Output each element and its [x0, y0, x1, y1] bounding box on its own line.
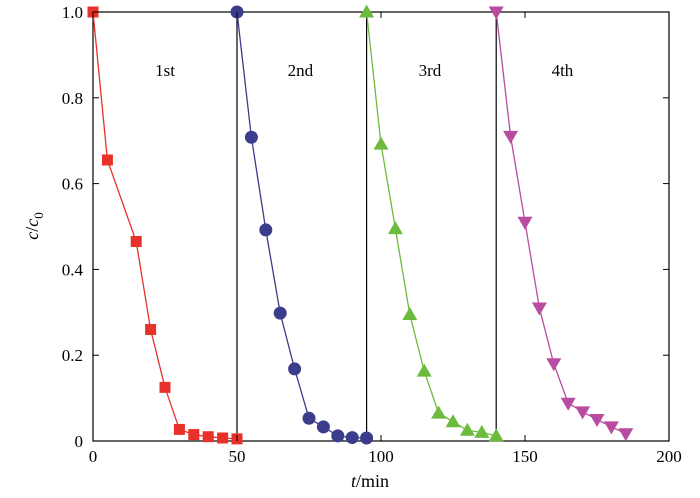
data-point	[101, 154, 113, 166]
y-axis-label: c/c0	[22, 212, 46, 240]
data-point	[244, 130, 258, 144]
data-point	[531, 302, 547, 316]
data-point	[387, 221, 403, 235]
data-point	[302, 411, 316, 425]
data-point	[360, 431, 374, 445]
data-point	[546, 358, 562, 372]
data-point	[188, 429, 200, 441]
data-point	[603, 421, 619, 435]
run-label: 4th	[552, 61, 574, 80]
y-tick-label: 1.0	[62, 3, 83, 22]
data-point	[517, 216, 533, 230]
series-group	[87, 4, 634, 445]
run-label: 2nd	[288, 61, 314, 80]
data-point	[459, 422, 475, 436]
series-triangle-down	[488, 6, 634, 442]
data-point	[488, 428, 504, 442]
y-tick-label: 0.6	[62, 175, 83, 194]
y-tick-label: 0	[75, 432, 84, 451]
axis-ticks: 0 50 100 150 200 0 0.2 0.4 0.6 0.8 1.0	[62, 3, 682, 466]
data-point	[445, 414, 461, 428]
data-point	[173, 423, 185, 435]
data-point	[589, 414, 605, 428]
series-line	[92, 11, 238, 440]
data-point	[331, 429, 345, 443]
series-line	[365, 11, 497, 437]
data-point	[416, 363, 432, 377]
data-point	[503, 130, 519, 144]
data-point	[618, 428, 634, 442]
data-point	[373, 136, 389, 150]
data-point	[359, 4, 375, 18]
data-point	[273, 306, 287, 320]
series-circle	[230, 5, 374, 445]
run-label: 1st	[155, 61, 175, 80]
series-triangle-up	[359, 4, 504, 442]
data-point	[145, 323, 157, 335]
data-point	[402, 306, 418, 320]
y-tick-label: 0.2	[62, 346, 83, 365]
plot-border	[92, 11, 670, 442]
data-point	[316, 420, 330, 434]
y-tick-label: 0.4	[62, 260, 84, 279]
data-point	[575, 406, 591, 420]
y-tick-label: 0.8	[62, 89, 83, 108]
series-line	[236, 11, 367, 439]
data-point	[345, 431, 359, 445]
x-tick-label: 150	[512, 447, 538, 466]
x-axis-label: t/min	[351, 471, 389, 491]
data-point	[217, 432, 229, 444]
run-label: 3rd	[419, 61, 442, 80]
series-line	[495, 11, 627, 435]
data-point	[202, 431, 214, 443]
data-point	[474, 424, 490, 438]
data-point	[259, 223, 273, 237]
data-point	[560, 397, 576, 411]
data-point	[130, 236, 142, 248]
x-tick-label: 50	[229, 447, 246, 466]
run-dividers	[236, 12, 497, 441]
run-labels: 1st 2nd 3rd 4th	[155, 61, 574, 80]
data-point	[488, 6, 504, 20]
plot-frame	[92, 11, 670, 442]
data-point	[159, 381, 171, 393]
data-point	[431, 405, 447, 419]
data-point	[288, 362, 302, 376]
x-tick-label: 0	[89, 447, 98, 466]
x-tick-label: 100	[368, 447, 394, 466]
x-tick-label: 200	[656, 447, 682, 466]
